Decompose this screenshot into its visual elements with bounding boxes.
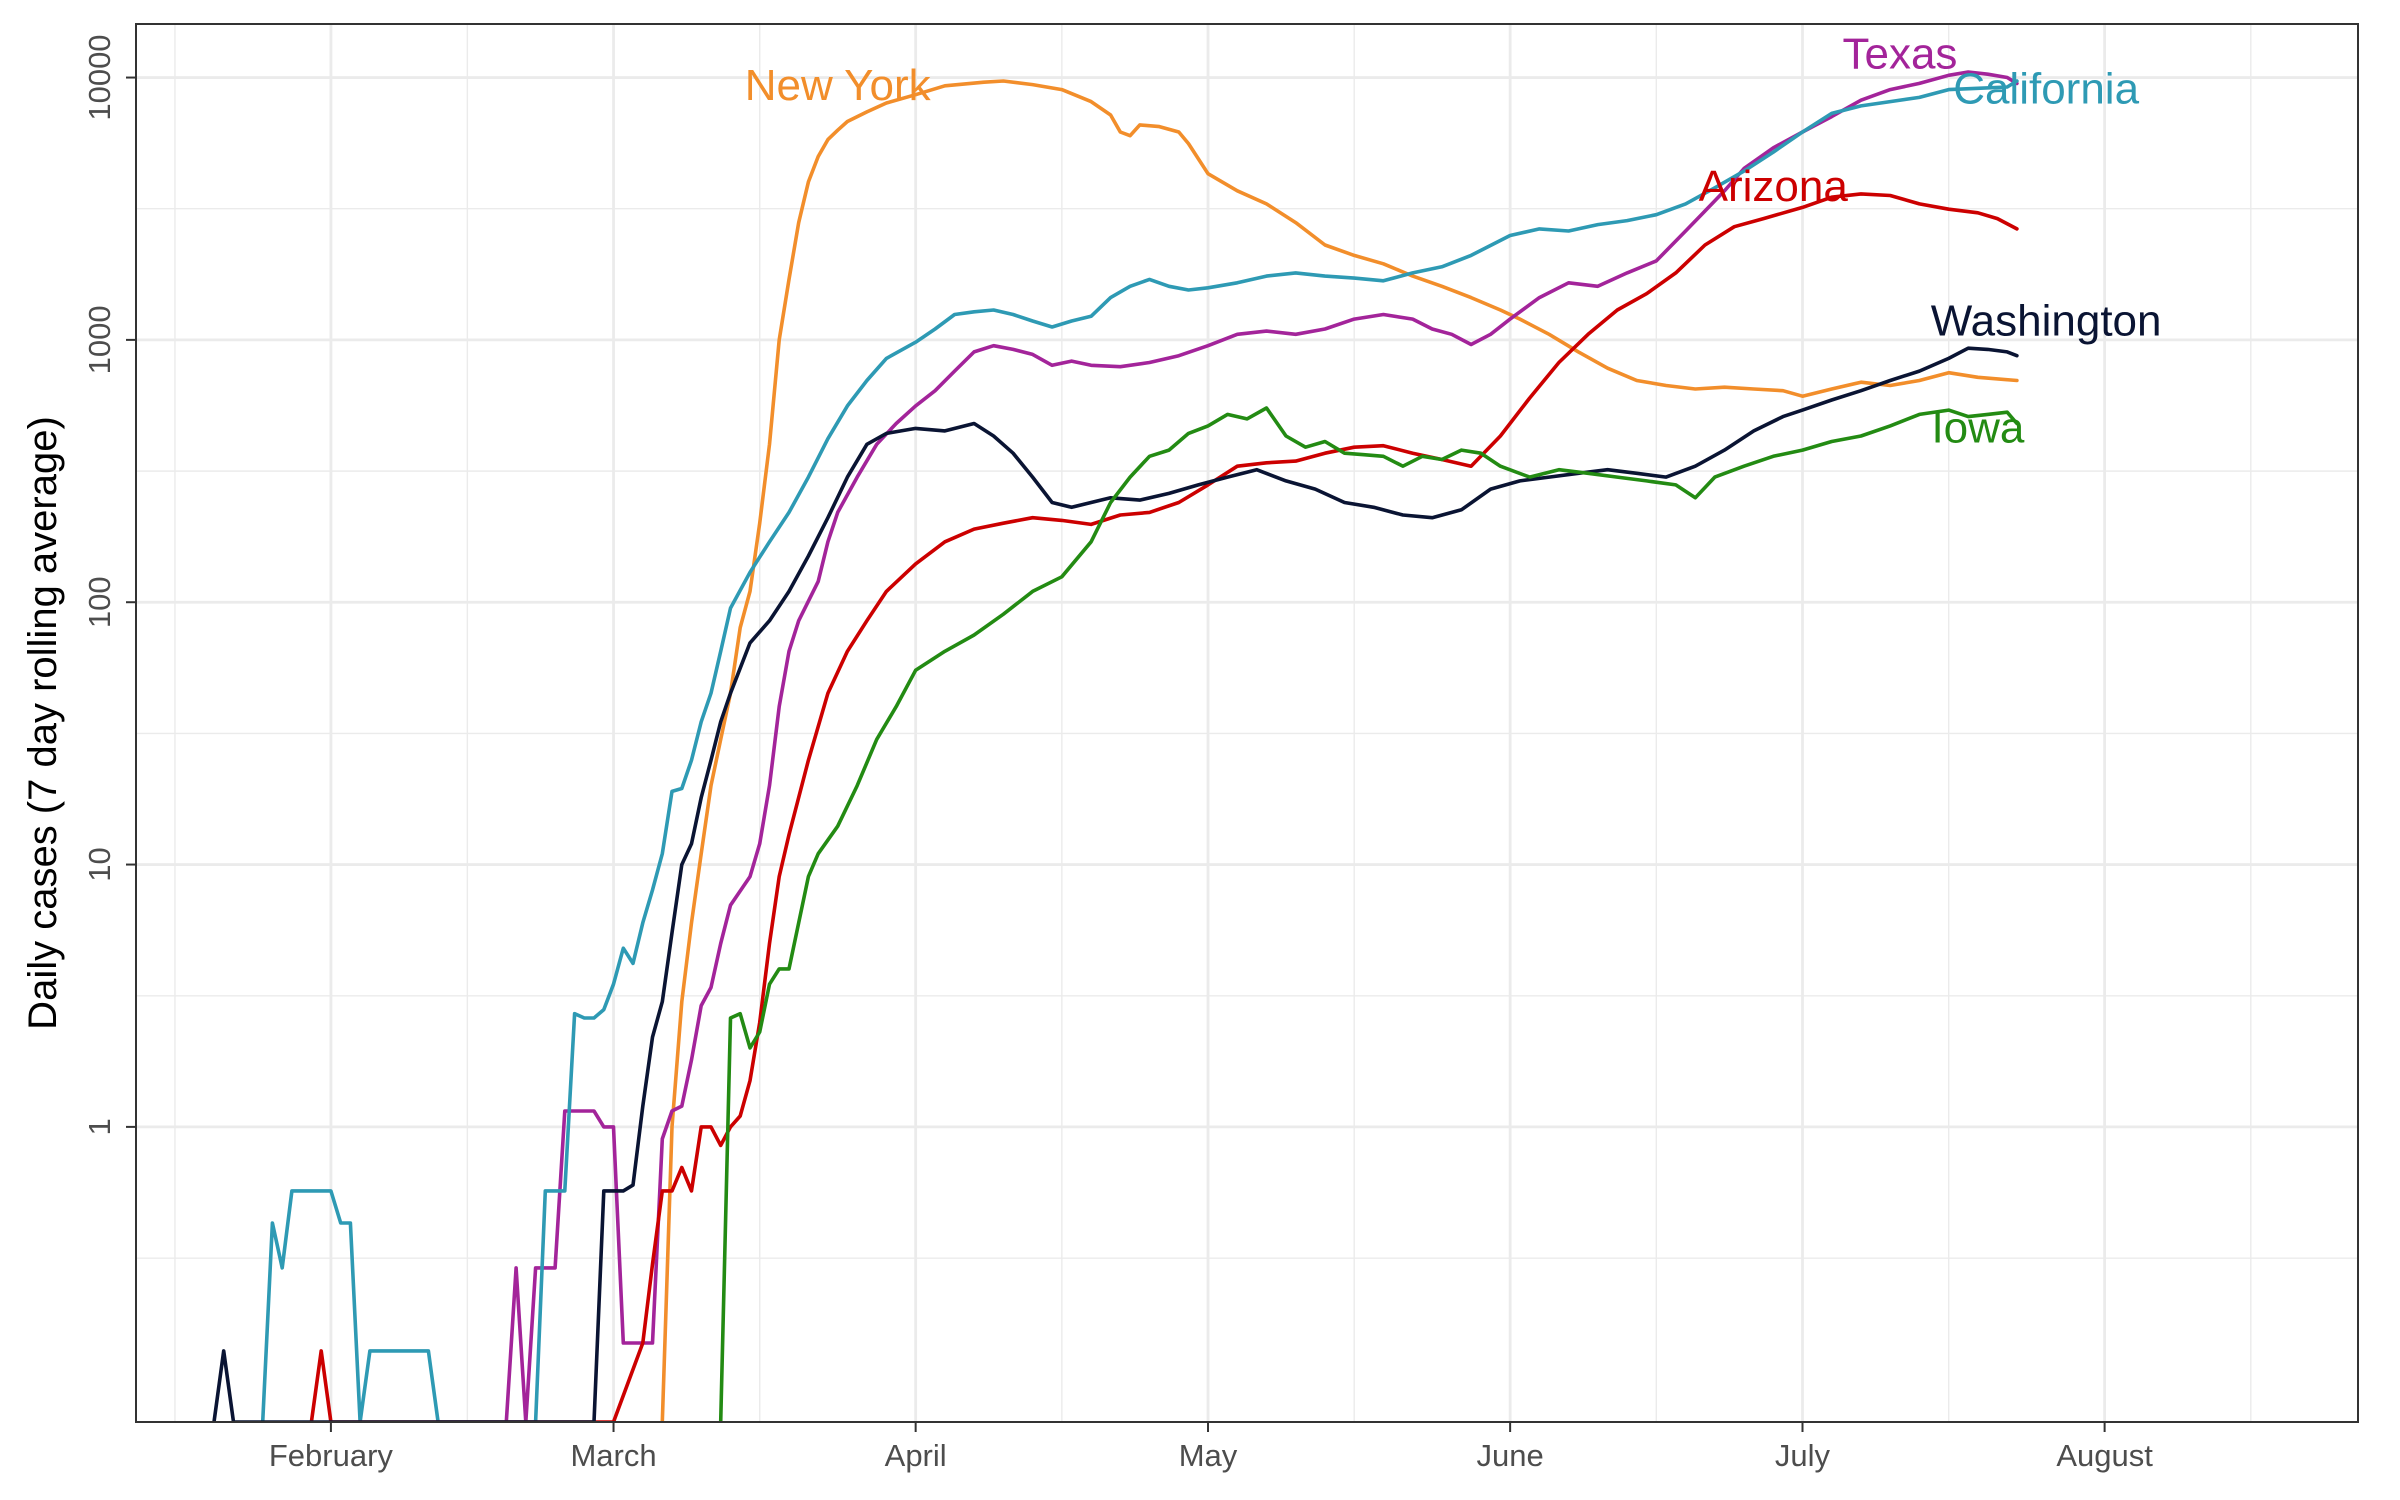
x-tick-label-0: February <box>269 1438 394 1473</box>
grid-major <box>136 24 2358 1422</box>
series-label-arizona: Arizona <box>1699 162 1849 211</box>
x-tick-label-3: May <box>1179 1438 1238 1473</box>
series-line-iowa <box>718 406 2019 1422</box>
series-label-iowa: Iowa <box>1931 403 2024 452</box>
series-label-california: California <box>1953 65 2139 114</box>
y-axis-title: Daily cases (7 day rolling average) <box>21 416 65 1030</box>
series-label-texas: Texas <box>1842 29 1957 78</box>
x-tick-label-1: March <box>570 1438 656 1473</box>
series-line-washington <box>212 346 2019 1422</box>
y-axis: 1 10 100 1000 10000 <box>82 34 136 1136</box>
series-lines <box>212 70 2019 1422</box>
y-tick-label-4: 10000 <box>82 34 117 120</box>
x-axis: February March April May June July August <box>269 1422 2153 1473</box>
plot-panel-border <box>135 23 2359 1423</box>
y-tick-label-3: 1000 <box>82 305 117 374</box>
series-line-arizona <box>309 192 2019 1422</box>
grid-minor <box>136 24 2358 1422</box>
y-tick-label-1: 10 <box>82 847 117 881</box>
series-line-new-york <box>660 79 2019 1422</box>
series-label-washington: Washington <box>1931 297 2162 346</box>
x-tick-label-6: August <box>2056 1438 2153 1473</box>
series-line-california <box>260 79 2019 1422</box>
series-label-new-york: New York <box>745 61 932 110</box>
x-tick-label-2: April <box>885 1438 947 1473</box>
y-tick-label-0: 1 <box>82 1118 117 1135</box>
x-tick-label-5: July <box>1775 1438 1831 1473</box>
y-tick-label-2: 100 <box>82 576 117 628</box>
series-line-texas <box>504 70 2019 1422</box>
x-tick-label-4: June <box>1477 1438 1544 1473</box>
